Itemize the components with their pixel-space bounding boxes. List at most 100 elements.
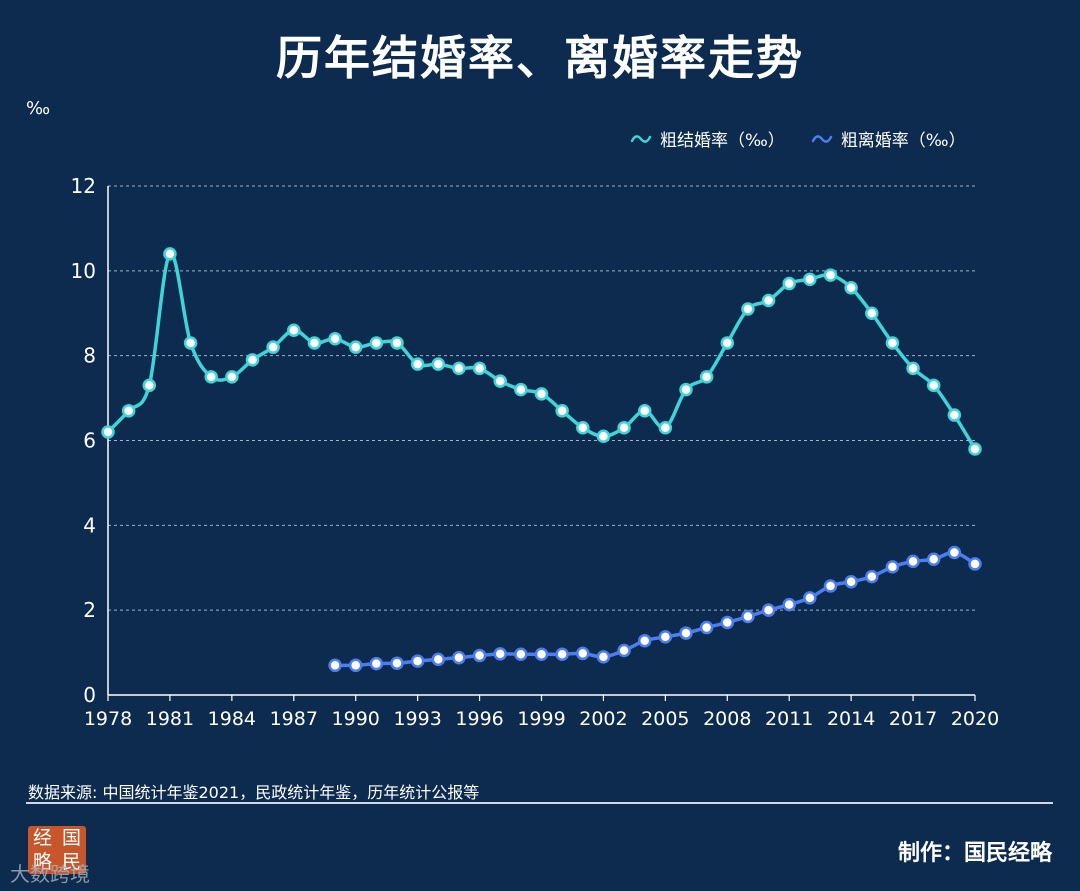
y-tick-label: 12 (71, 174, 96, 198)
data-point-marriage (204, 370, 218, 384)
data-point-marriage (699, 370, 714, 384)
x-tick-label: 1993 (393, 708, 441, 730)
data-point-marriage (328, 331, 342, 346)
legend-divorce-wave-icon (811, 134, 833, 143)
data-point-divorce (431, 652, 446, 667)
data-point-marriage (679, 382, 693, 397)
y-tick-label: 10 (71, 259, 96, 283)
data-point-marriage (534, 387, 549, 401)
data-point-divorce (452, 650, 466, 665)
data-point-marriage (926, 378, 941, 393)
data-point-marriage (720, 336, 735, 350)
data-point-marriage (637, 404, 652, 418)
data-point-marriage (348, 340, 363, 354)
y-tick-label: 0 (83, 683, 96, 707)
data-point-divorce (823, 579, 838, 593)
data-source-note: 数据来源: 中国统计年鉴2021，民政统计年鉴，历年统计公报等 (28, 783, 480, 802)
data-point-marriage (865, 306, 879, 320)
data-point-marriage (121, 404, 136, 418)
data-point-marriage (658, 421, 673, 435)
legend-item-marriage: 粗结婚率（‰） (630, 126, 785, 151)
x-tick-label: 2017 (889, 708, 937, 730)
x-tick-label: 2005 (641, 708, 689, 730)
footer-divider (26, 802, 1053, 804)
chart-title: 历年结婚率、离婚率走势 (276, 31, 804, 85)
data-point-marriage (101, 425, 115, 439)
data-point-marriage (782, 276, 796, 291)
series-line-marriage (106, 252, 977, 450)
data-point-divorce (761, 603, 776, 617)
x-tick-label: 1990 (332, 708, 380, 730)
y-tick-label: 6 (83, 429, 96, 453)
data-point-marriage (617, 421, 631, 435)
data-point-marriage (369, 336, 384, 350)
x-tick-label: 2008 (703, 708, 751, 730)
data-point-divorce (348, 658, 363, 673)
data-point-divorce (328, 658, 342, 673)
x-tick-label: 1987 (270, 708, 318, 730)
logo-char: 经 (32, 827, 52, 849)
data-point-divorce (782, 597, 796, 612)
data-point-marriage (761, 293, 776, 308)
data-point-divorce (885, 560, 900, 574)
data-point-marriage (576, 421, 590, 435)
data-point-divorce (926, 552, 941, 567)
legend-item-divorce: 粗离婚率（‰） (811, 126, 966, 151)
x-tick-label: 1978 (84, 708, 132, 730)
data-point-divorce (658, 630, 673, 644)
data-point-marriage (452, 361, 466, 376)
data-point-marriage (741, 302, 755, 316)
data-point-divorce (596, 650, 611, 664)
legend-label-marriage: 粗结婚率（‰） (660, 131, 785, 151)
data-point-marriage (431, 357, 446, 371)
data-point-marriage (390, 336, 404, 350)
chart-credit: 制作：国民经略 (897, 841, 1052, 866)
x-tick-label: 2020 (951, 708, 999, 730)
x-tick-label: 1996 (455, 708, 503, 730)
data-point-marriage (493, 374, 507, 388)
data-point-marriage (307, 336, 322, 350)
data-point-divorce (534, 647, 549, 662)
data-point-marriage (163, 247, 177, 261)
data-point-marriage (968, 442, 982, 456)
data-point-divorce (472, 648, 487, 663)
y-tick-label: 8 (83, 344, 96, 368)
logo-char: 民 (61, 851, 81, 873)
data-point-divorce (865, 569, 879, 584)
data-point-divorce (576, 646, 590, 661)
watermark-text: 大数跨境 (10, 862, 90, 886)
data-point-marriage (472, 361, 487, 376)
series-line-divorce (335, 550, 976, 668)
data-point-marriage (225, 370, 239, 384)
y-tick-label: 2 (83, 598, 96, 622)
data-point-marriage (287, 323, 301, 337)
data-point-divorce (803, 591, 817, 605)
data-point-marriage (844, 281, 858, 295)
x-tick-label: 1999 (517, 708, 565, 730)
data-point-divorce (906, 554, 920, 569)
chart-legend: 粗结婚率（‰） 粗离婚率（‰） (630, 126, 966, 151)
data-point-marriage (245, 353, 260, 367)
y-tick-label: 4 (83, 513, 96, 537)
data-point-marriage (906, 361, 920, 376)
data-point-divorce (390, 656, 404, 670)
data-point-marriage (514, 382, 528, 397)
data-point-marriage (947, 408, 962, 422)
data-point-divorce (741, 609, 755, 624)
data-point-marriage (142, 378, 157, 393)
data-point-divorce (699, 620, 714, 635)
data-point-divorce (617, 643, 631, 658)
logo-char: 国 (61, 827, 81, 849)
data-point-divorce (555, 647, 569, 662)
x-tick-label: 1984 (208, 708, 256, 730)
data-point-divorce (947, 545, 962, 560)
data-point-divorce (369, 656, 384, 671)
x-tick-label: 1981 (146, 708, 194, 730)
legend-marriage-wave-icon (630, 134, 652, 143)
logo-char: 略 (32, 851, 52, 873)
data-point-divorce (514, 647, 528, 662)
data-point-divorce (720, 615, 735, 630)
x-tick-label: 2014 (827, 708, 875, 730)
brand-logo: 经 国 略 民 (28, 826, 86, 874)
